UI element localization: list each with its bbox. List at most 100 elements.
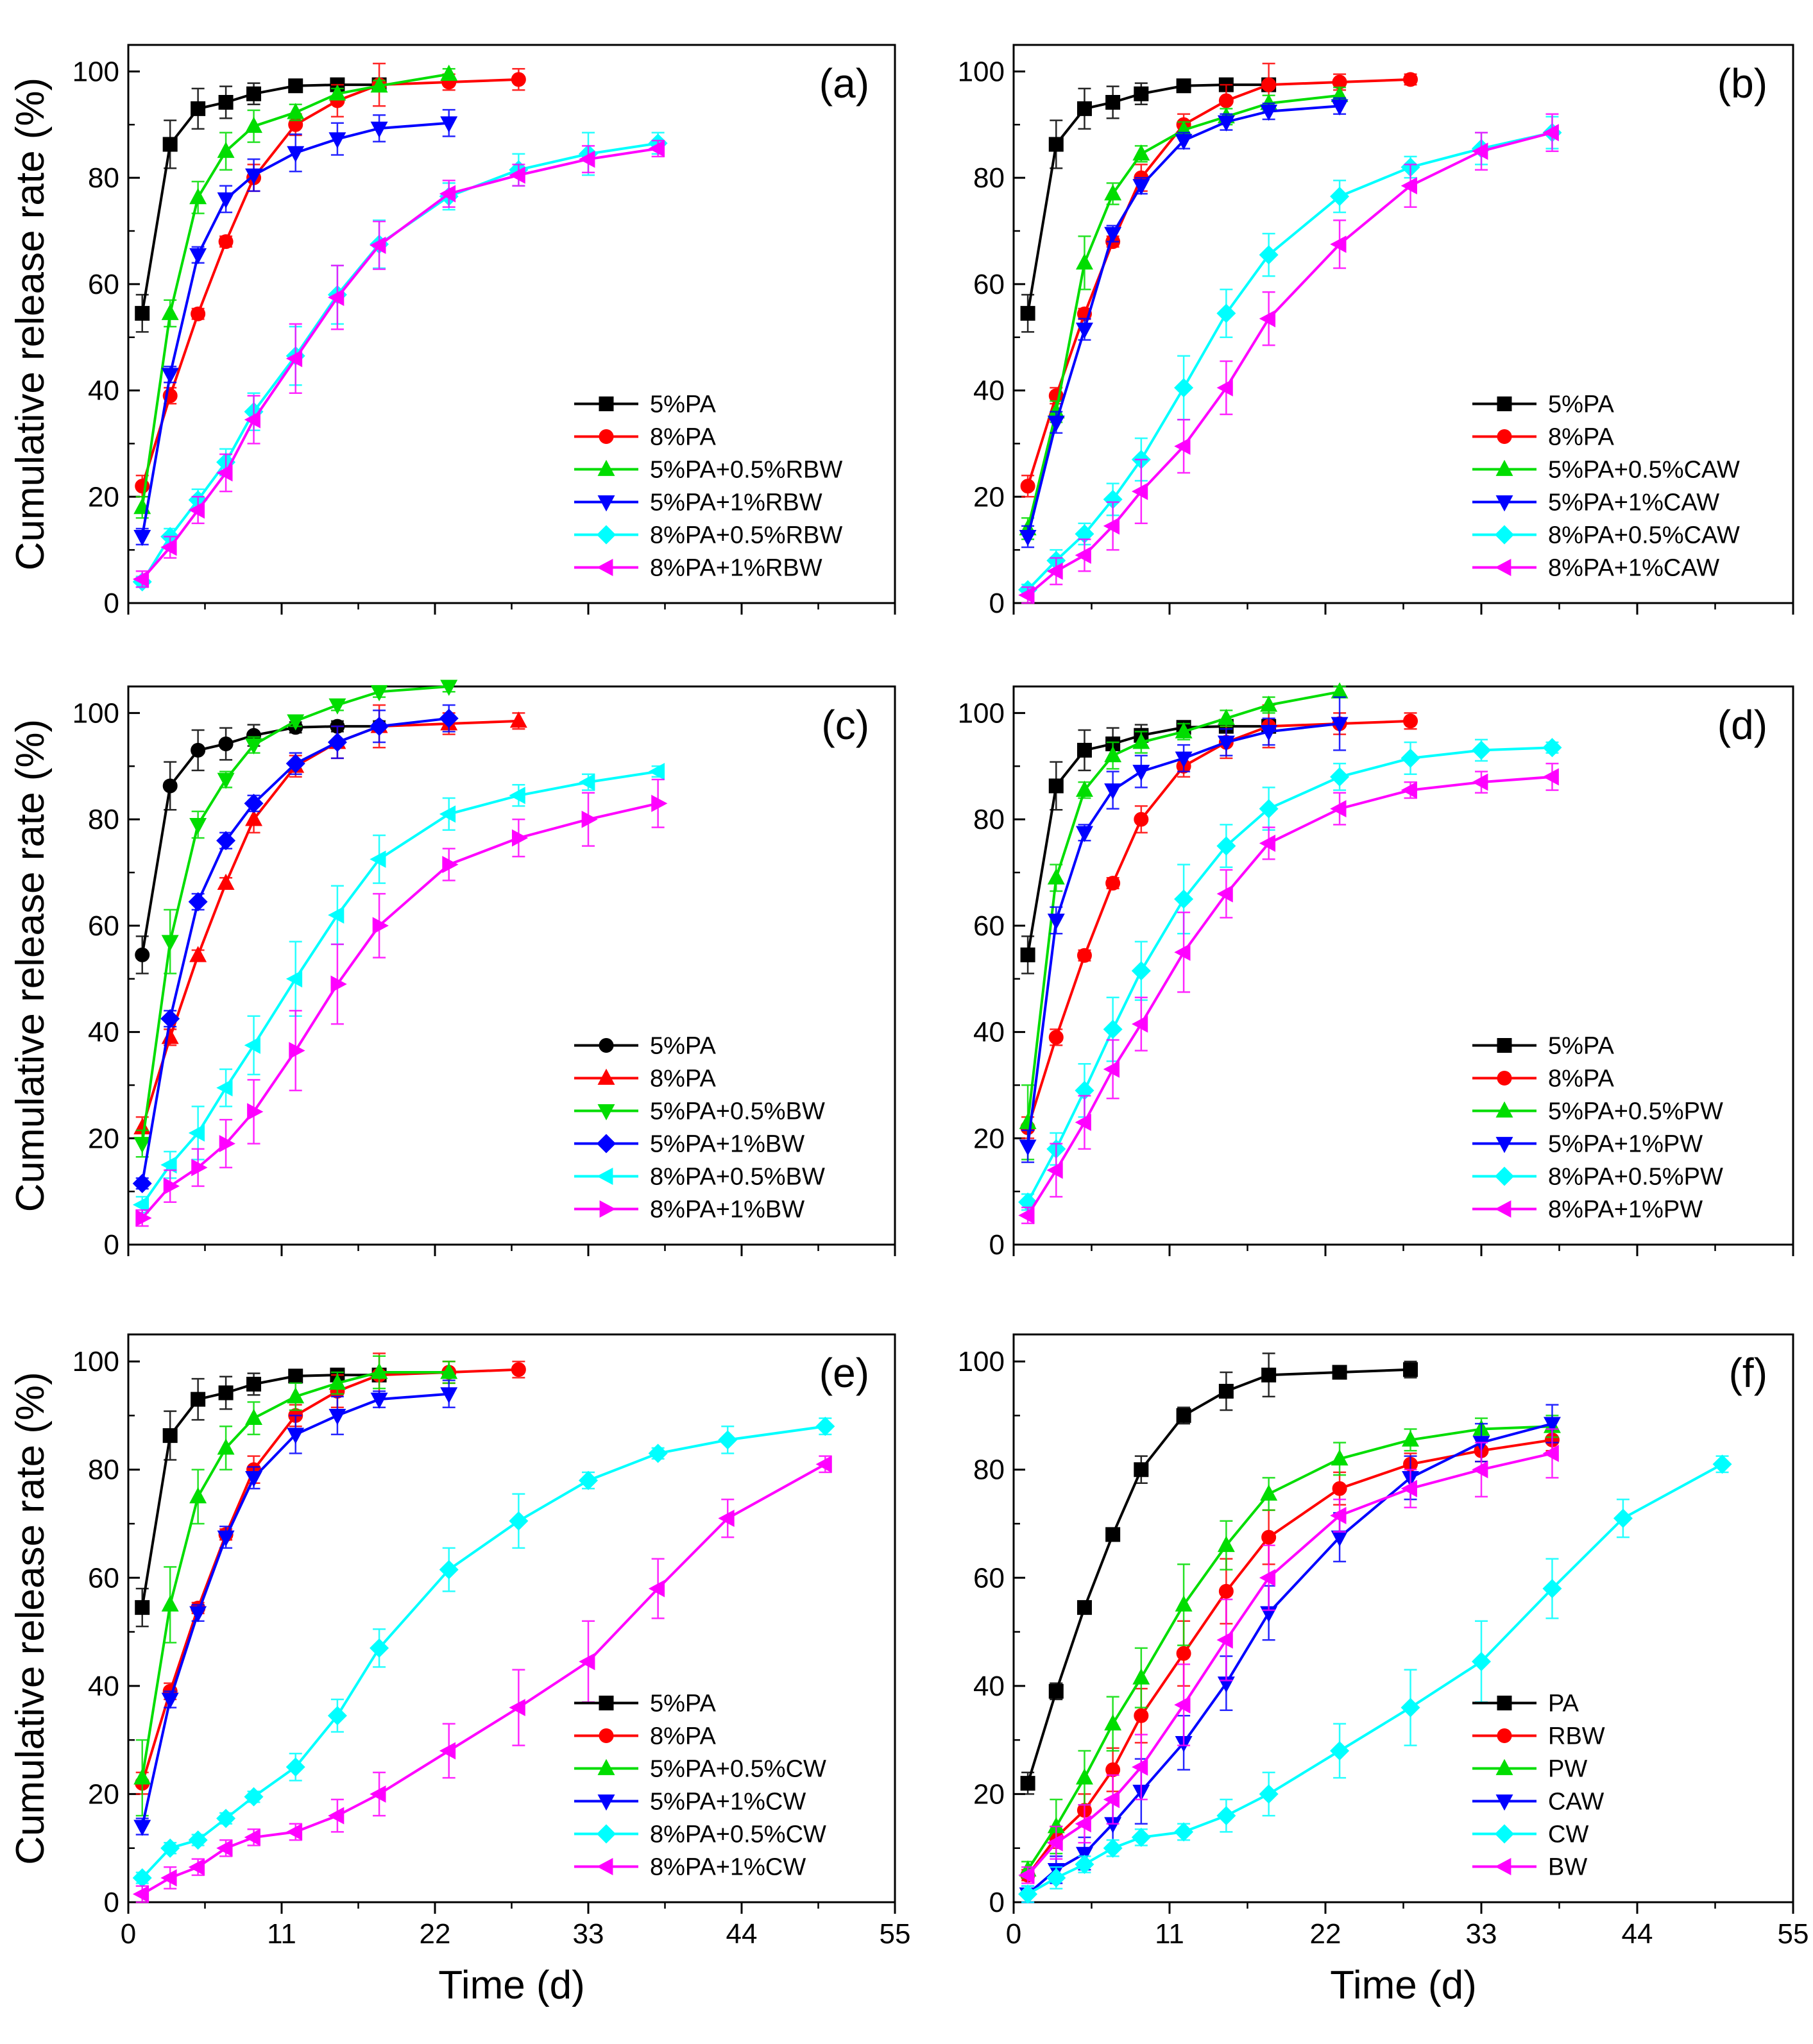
legend-label: 5%PA+1%CAW [1548,490,1719,516]
legend-label: CAW [1548,1789,1604,1816]
data-point [1330,1741,1350,1761]
data-point [370,1392,388,1409]
panel-label: (b) [1717,60,1767,106]
data-point [287,1427,305,1444]
data-point [1020,305,1035,321]
data-point [1176,1646,1191,1661]
data-point [288,78,303,94]
data-point [217,1438,235,1455]
y-tick-label: 0 [104,1887,119,1918]
legend-label: 8%PA+0.5%PW [1548,1164,1723,1191]
series-8%PA [1020,704,1418,1139]
data-point [439,1742,456,1760]
y-tick-label: 100 [72,697,119,729]
data-point [1260,695,1278,712]
data-point [245,738,263,754]
data-point [1471,1651,1492,1671]
data-point [1075,546,1091,564]
data-point [1174,943,1191,961]
data-point [1331,99,1349,116]
legend-marker [596,1134,617,1154]
data-point [579,150,595,168]
chart-panel-c: 0 20 40 60 80 100 Cumulative release rate (%) (… [8,679,896,1261]
y-tick-label: 100 [72,56,119,87]
legend-label: 8%PA+0.5%CW [650,1821,826,1848]
x-tick-label: 22 [1310,1918,1341,1950]
data-point [216,1809,236,1828]
data-point [216,1079,233,1097]
chart-panel-e: 0 20 40 60 80 100 0 11 22 33 44 55 Cumulative releas… [8,1333,910,2007]
legend-marker [1495,495,1513,512]
data-point [1330,1506,1347,1524]
data-point [1261,1367,1277,1383]
data-point [133,530,151,547]
data-point [1075,322,1093,339]
y-tick-label: 60 [973,910,1005,942]
panel-label: (e) [819,1350,869,1396]
series-line [1026,746,1553,1203]
data-point [1543,1417,1561,1433]
data-point [1046,1834,1063,1852]
x-tick-label: 33 [1466,1918,1497,1950]
data-point [160,1156,177,1174]
data-point [578,1470,599,1490]
series-line [140,1368,519,1784]
legend-marker [1495,1101,1513,1118]
x-tick-label: 22 [420,1918,451,1950]
legend: 5%PA 8%PA 5%PA+0.5%CW 5%PA+1%CW 8%PA+0.5%CW 8… [574,1691,826,1881]
x-axis-title: Time (d) [1330,1963,1476,2007]
legend-label: 8%PA [650,1066,716,1093]
data-point [1077,948,1092,963]
panel-label: (f) [1729,1350,1767,1396]
data-point [1260,725,1278,742]
series-8%PA+1%BW [135,778,668,1227]
data-point [1330,767,1350,787]
data-point [1047,415,1065,432]
data-point [160,1838,180,1858]
series-line [1026,775,1553,1216]
data-point [189,1487,207,1504]
y-axis-title: Cumulative release rate (%) [8,1372,53,1864]
data-point [217,1530,235,1547]
data-point [191,306,206,321]
data-point [1542,738,1562,758]
y-tick-label: 0 [989,588,1005,619]
series-line [140,142,658,583]
legend-marker [1494,525,1515,545]
data-point [1131,1827,1151,1847]
data-point [1259,834,1276,852]
data-point [327,1706,347,1726]
data-point [288,1368,303,1384]
series-8%PA+1%RBW [132,139,665,588]
data-point [440,1363,458,1379]
legend-label: 5%PA [650,391,716,418]
legend-marker [1495,1759,1513,1775]
series-5%PA [135,1367,387,1628]
data-point [1259,245,1279,265]
data-point [1330,235,1347,253]
legend-label: 8%PA [1548,424,1614,451]
series-line [1026,131,1553,597]
legend-marker [1497,1728,1512,1743]
data-point [1217,115,1235,132]
legend: 5%PA 8%PA 5%PA+0.5%PW 5%PA+1%PW 8%PA+0.5%PW 8… [1472,1033,1723,1223]
data-point [188,1124,205,1142]
data-point [217,772,235,789]
data-point [1218,1384,1234,1399]
series-line [1026,78,1411,487]
data-point [1132,733,1150,749]
data-point [1218,1583,1234,1599]
y-tick-label: 80 [973,804,1005,835]
data-point [1216,1806,1236,1826]
legend-label: 5%PA+0.5%RBW [650,457,842,484]
data-point [330,975,347,993]
data-point [135,1209,152,1227]
y-axis-title: Cumulative release rate (%) [8,719,53,1212]
data-point [440,64,458,81]
legend-label: PA [1548,1691,1579,1717]
legend-marker [596,525,617,545]
data-point [718,1430,738,1450]
y-tick-label: 20 [973,1123,1005,1154]
data-point [1217,735,1235,752]
data-point [1260,1484,1278,1501]
